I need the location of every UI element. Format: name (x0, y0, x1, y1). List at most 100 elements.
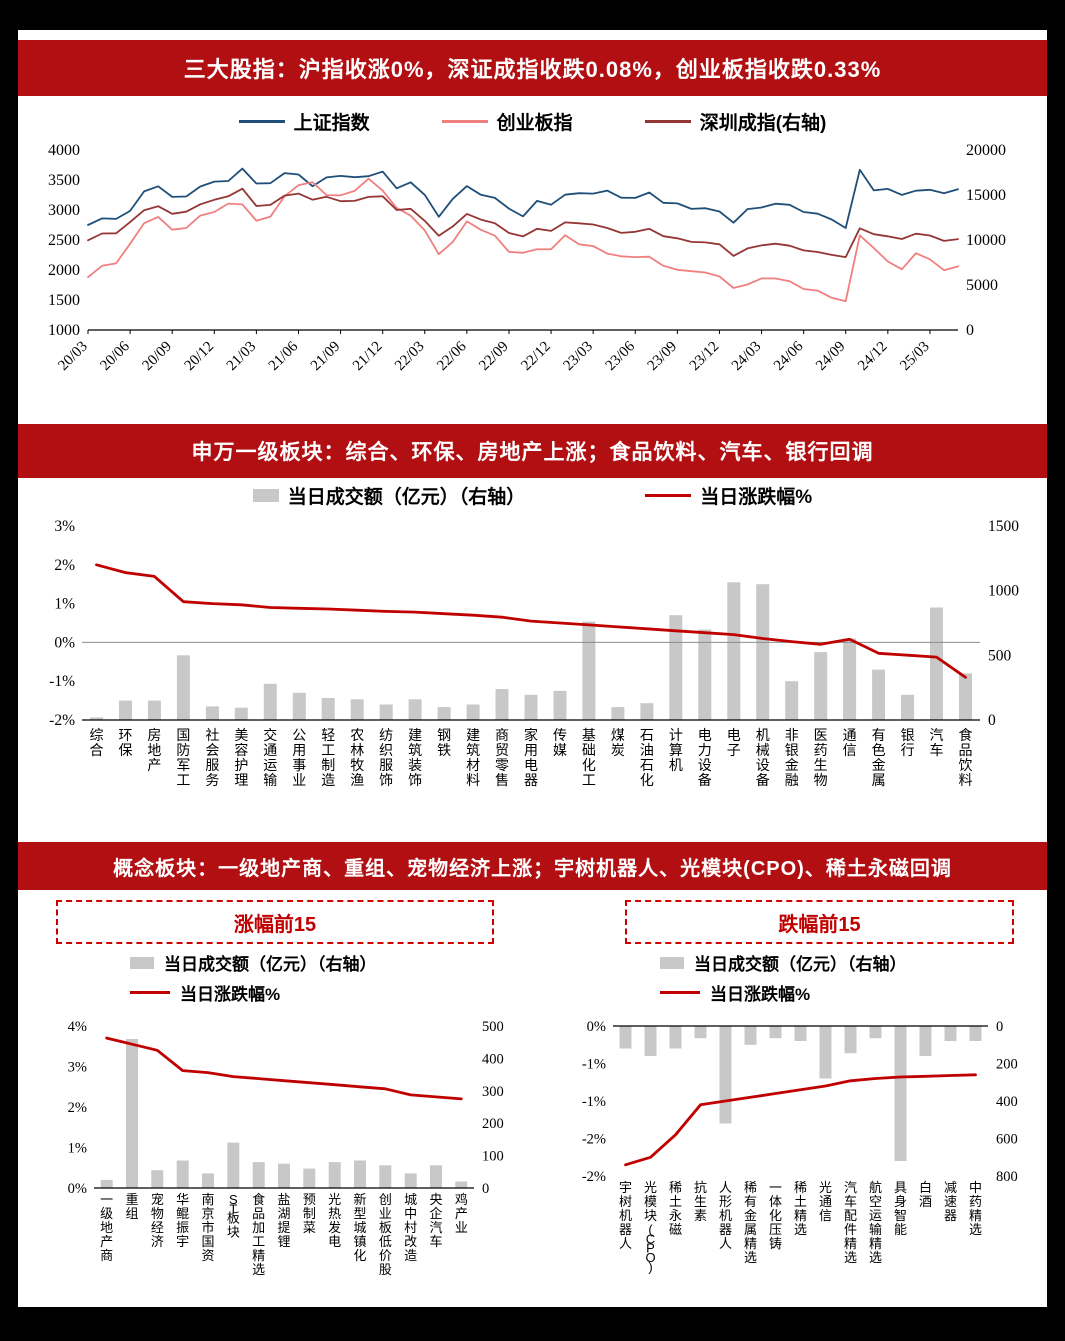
svg-text:宇树机器人: 宇树机器人 (619, 1180, 632, 1251)
svg-text:3000: 3000 (48, 202, 80, 219)
svg-text:交通运输: 交通运输 (263, 727, 277, 788)
legend-item-shanghai: 上证指数 (238, 108, 370, 135)
index-chart-legend: 上证指数 创业板指 深圳成指(右轴) (18, 108, 1047, 135)
svg-text:建筑材料: 建筑材料 (466, 727, 480, 788)
svg-text:抗生素: 抗生素 (694, 1180, 707, 1223)
svg-text:23/03: 23/03 (561, 339, 596, 374)
svg-text:20/09: 20/09 (140, 339, 175, 374)
svg-text:稀土永磁: 稀土永磁 (669, 1180, 682, 1237)
svg-text:传媒: 传媒 (553, 727, 567, 758)
svg-text:房地产: 房地产 (147, 727, 161, 773)
svg-text:机械设备: 机械设备 (756, 727, 770, 788)
svg-text:汽车: 汽车 (930, 727, 944, 758)
svg-text:0: 0 (996, 1019, 1003, 1035)
svg-text:华鲲振宇: 华鲲振宇 (176, 1192, 189, 1249)
svg-text:农林牧渔: 农林牧渔 (350, 727, 364, 788)
svg-text:0: 0 (482, 1181, 489, 1197)
turnover-bar-swatch-icon (130, 956, 154, 969)
legend-label-change: 当日涨跌幅% (180, 985, 281, 1004)
svg-text:预制菜: 预制菜 (303, 1192, 316, 1235)
svg-text:500: 500 (482, 1019, 504, 1035)
legend-item-turnover: 当日成交额（亿元）（右轴） (252, 482, 525, 509)
svg-text:家用电器: 家用电器 (524, 727, 538, 788)
report-canvas: 三大股指：沪指收涨0%，深证成指收跌0.08%，创业板指收跌0.33% 上证指数… (18, 30, 1047, 1307)
svg-text:医药生物: 医药生物 (814, 727, 828, 788)
svg-text:1500: 1500 (48, 292, 80, 309)
svg-text:0: 0 (988, 712, 996, 729)
legend-item-change: 当日涨跌幅% (660, 980, 907, 1005)
svg-text:400: 400 (482, 1051, 504, 1067)
svg-text:1000: 1000 (988, 583, 1019, 600)
turnover-bar-swatch-icon (660, 956, 684, 969)
svg-text:-2%: -2% (582, 1169, 606, 1185)
svg-text:鸡产业: 鸡产业 (455, 1192, 468, 1235)
svg-text:宠物经济: 宠物经济 (151, 1192, 164, 1249)
svg-text:国防军工: 国防军工 (176, 727, 190, 788)
svg-text:300: 300 (482, 1084, 504, 1100)
industry-chart-legend: 当日成交额（亿元）（右轴） 当日涨跌幅% (18, 482, 1047, 509)
svg-text:20/03: 20/03 (55, 339, 90, 374)
svg-text:航空运输精选: 航空运输精选 (869, 1180, 882, 1265)
svg-text:央企汽车: 央企汽车 (429, 1192, 442, 1249)
legend-label-szse: 深圳成指(右轴) (699, 113, 827, 134)
svg-text:综合: 综合 (89, 727, 103, 758)
legend-label-shanghai: 上证指数 (293, 113, 370, 134)
losers-title-box: 跌幅前15 (625, 900, 1014, 944)
index-section-banner: 三大股指：沪指收涨0%，深证成指收跌0.08%，创业板指收跌0.33% (18, 40, 1047, 96)
svg-text:公用事业: 公用事业 (292, 727, 306, 788)
svg-text:-2%: -2% (582, 1132, 606, 1148)
svg-text:银行: 银行 (901, 727, 915, 758)
change-line-swatch-icon (660, 991, 700, 994)
industry-section-banner: 申万一级板块：综合、环保、房地产上涨；食品饮料、汽车、银行回调 (18, 424, 1047, 478)
svg-text:24/09: 24/09 (813, 339, 848, 374)
svg-text:具身智能: 具身智能 (894, 1180, 907, 1237)
svg-text:人形机器人: 人形机器人 (719, 1180, 732, 1251)
svg-text:22/06: 22/06 (434, 338, 470, 374)
svg-text:3500: 3500 (48, 172, 80, 189)
legend-item-chinext: 创业板指 (441, 108, 573, 135)
svg-text:钢铁: 钢铁 (437, 727, 451, 758)
change-line-swatch-icon (130, 991, 170, 994)
svg-text:600: 600 (996, 1132, 1018, 1148)
shanghai-line-swatch-icon (238, 120, 285, 123)
svg-text:南京市国资: 南京市国资 (201, 1192, 214, 1263)
svg-text:-1%: -1% (582, 1057, 606, 1073)
svg-text:400: 400 (996, 1094, 1018, 1110)
svg-text:城中村改造: 城中村改造 (404, 1192, 417, 1263)
svg-text:0: 0 (966, 322, 974, 339)
svg-text:基础化工: 基础化工 (582, 727, 596, 788)
svg-text:1%: 1% (68, 1141, 87, 1157)
svg-text:24/03: 24/03 (729, 339, 764, 374)
svg-text:24/12: 24/12 (855, 339, 890, 374)
svg-text:-1%: -1% (582, 1094, 606, 1110)
svg-text:23/12: 23/12 (687, 339, 722, 374)
legend-item-turnover: 当日成交额（亿元）（右轴） (660, 950, 907, 975)
legend-label-change: 当日涨跌幅% (710, 985, 811, 1004)
svg-text:食品加工精选: 食品加工精选 (252, 1192, 265, 1277)
svg-text:食品饮料: 食品饮料 (959, 727, 973, 788)
svg-text:21/03: 21/03 (224, 339, 259, 374)
szse-line-swatch-icon (644, 120, 691, 123)
svg-text:煤炭: 煤炭 (611, 727, 625, 758)
svg-text:23/09: 23/09 (645, 339, 680, 374)
svg-text:一级地产商: 一级地产商 (100, 1192, 113, 1263)
svg-text:20/06: 20/06 (97, 338, 133, 374)
svg-text:0%: 0% (54, 634, 75, 651)
svg-text:电力设备: 电力设备 (698, 727, 712, 788)
svg-text:有色金属: 有色金属 (872, 727, 886, 788)
svg-text:1500: 1500 (988, 518, 1019, 535)
index-line-chart: 4000 3500 3000 2500 2000 1500 1000 20000 15000 10… (48, 142, 1006, 374)
svg-text:轻工制造: 轻工制造 (321, 727, 335, 788)
svg-text:15000: 15000 (966, 187, 1006, 204)
svg-text:社会服务: 社会服务 (205, 727, 219, 788)
svg-text:10000: 10000 (966, 232, 1006, 249)
svg-text:一体化压铸: 一体化压铸 (769, 1180, 782, 1251)
legend-item-change: 当日涨跌幅% (130, 980, 377, 1005)
svg-text:建筑装饰: 建筑装饰 (408, 727, 422, 788)
svg-text:减速器: 减速器 (944, 1180, 957, 1223)
legend-item-turnover: 当日成交额（亿元）（右轴） (130, 950, 377, 975)
svg-text:商贸零售: 商贸零售 (495, 727, 509, 788)
